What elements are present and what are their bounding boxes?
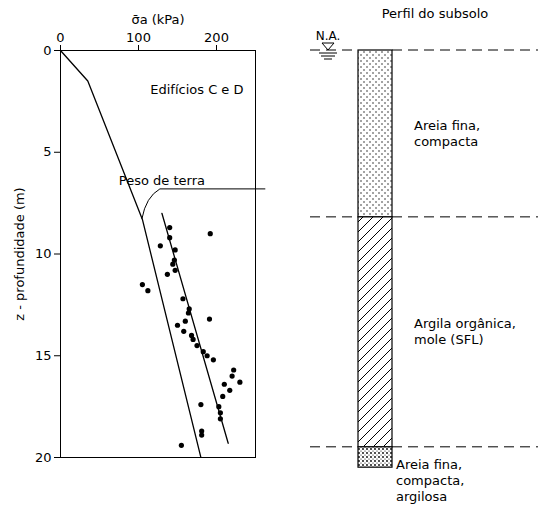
svg-text:z - profundidade (m): z - profundidade (m) [12,187,27,320]
svg-text:Areia fina,compacta: Areia fina,compacta [414,118,480,149]
svg-text:Edifícios C e D: Edifícios C e D [150,82,243,97]
svg-text:0: 0 [43,43,51,58]
svg-text:Areia fina,compacta,argilosa: Areia fina,compacta,argilosa [396,457,464,504]
svg-text:5: 5 [43,144,51,159]
svg-text:20: 20 [35,450,52,465]
svg-text:Peso de terra: Peso de terra [119,173,205,188]
svg-text:N.A.: N.A. [316,29,341,43]
svg-text:100: 100 [126,30,151,45]
svg-text:10: 10 [35,246,52,261]
svg-text:15: 15 [35,348,52,363]
svg-text:Perfil do subsolo: Perfil do subsolo [382,6,489,21]
svg-text:0: 0 [56,30,64,45]
svg-text:Argila orgânica,mole (SFL): Argila orgânica,mole (SFL) [414,316,516,347]
svg-text:σ̄a (kPa): σ̄a (kPa) [131,12,184,27]
svg-text:200: 200 [204,30,229,45]
